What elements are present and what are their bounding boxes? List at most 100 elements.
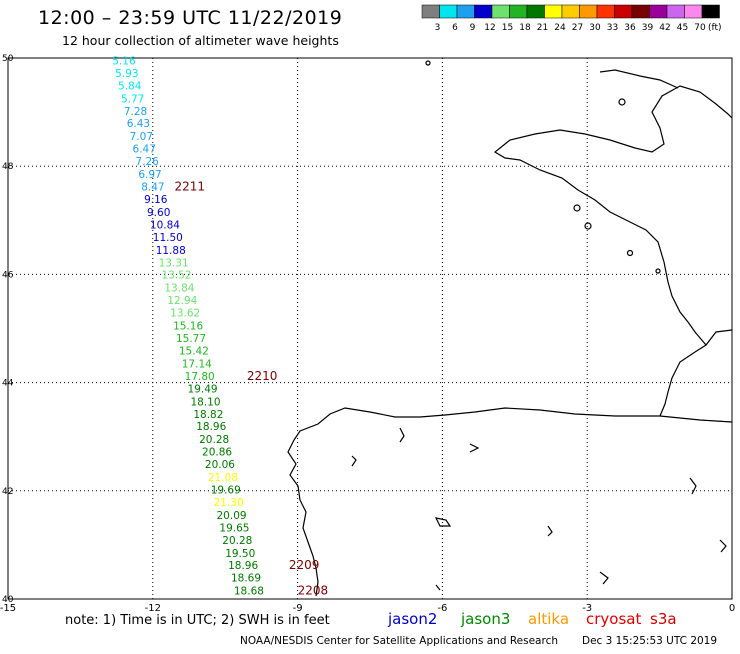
- island: [689, 477, 697, 495]
- swh-value: 13.52: [161, 270, 191, 282]
- timestamp-text: Dec 3 15:25:53 UTC 2019: [582, 635, 717, 647]
- scale-label: 42: [659, 23, 670, 33]
- swh-value: 18.68: [234, 586, 264, 598]
- credit-text: NOAA/NESDIS Center for Satellite Applica…: [240, 635, 558, 647]
- swh-value: 18.96: [228, 560, 258, 572]
- swh-value: 20.28: [222, 535, 252, 547]
- scale-unit: (ft): [708, 23, 722, 33]
- scale-label: 45: [677, 23, 688, 33]
- scale-label: 36: [624, 23, 636, 33]
- scale-label: 27: [572, 23, 583, 33]
- scale-label: 21: [537, 23, 548, 33]
- swh-value: 7.28: [124, 106, 147, 118]
- x-tick-label: 0: [729, 603, 735, 614]
- swh-value: 13.84: [164, 283, 194, 295]
- x-tick-label: -3: [582, 603, 592, 614]
- lat-lon-grid: [8, 58, 732, 599]
- scale-swatch: [631, 4, 650, 19]
- swh-value: 15.42: [179, 345, 209, 357]
- swh-value: 5.77: [121, 93, 144, 105]
- swh-value: 15.16: [173, 321, 203, 333]
- scale-swatch: [561, 4, 580, 19]
- swh-value: 11.50: [153, 232, 183, 244]
- y-tick-label: 44: [2, 379, 14, 389]
- swh-value: 18.82: [193, 409, 223, 421]
- swh-value: 5.93: [115, 68, 138, 80]
- map-subtitle: 12 hour collection of altimeter wave hei…: [62, 33, 339, 48]
- wave-height-observations: 5.165.935.845.777.286.437.076.477.266.97…: [112, 55, 264, 597]
- cornwall-coast: [599, 69, 679, 89]
- mission-altika: altika: [528, 610, 569, 628]
- color-scale-legend: 3 6 9 12 15 18 21 24 27 30 33 36 39 42 45 70 (ft): [421, 4, 722, 33]
- map-title: 12:00 – 23:59 UTC 11/22/2019: [38, 7, 342, 29]
- swh-value: 9.60: [147, 207, 170, 219]
- scale-swatch: [526, 4, 545, 19]
- swh-value: 10.84: [150, 219, 180, 231]
- footnote: note: 1) Time is in UTC; 2) SWH is in fe…: [65, 613, 330, 628]
- scale-swatch: [491, 4, 510, 19]
- y-tick-label: 40: [2, 595, 14, 605]
- island: [618, 98, 626, 106]
- pass-number: 2211: [175, 180, 206, 194]
- scale-swatch: [684, 4, 703, 19]
- swh-value: 8.47: [141, 182, 164, 194]
- france-west-coast: [493, 85, 733, 323]
- swh-value: 17.14: [182, 358, 212, 370]
- brittany-inner: [687, 321, 707, 346]
- island: [655, 268, 661, 274]
- scale-label: 9: [470, 23, 476, 33]
- scale-swatch: [649, 4, 668, 19]
- scale-label: 33: [607, 23, 618, 33]
- scale-label: 70: [694, 23, 706, 33]
- island: [719, 539, 727, 553]
- swh-value: 13.62: [170, 308, 200, 320]
- scale-swatch: [456, 4, 475, 19]
- mission-jason3: jason3: [460, 610, 510, 628]
- scale-swatch: [614, 4, 633, 19]
- france-biscay-coast: [659, 329, 733, 417]
- pass-number: 2209: [289, 558, 320, 572]
- mission-legend: jason2 jason3 altika cryosat s3a: [387, 610, 677, 628]
- mission-jason2: jason2: [387, 610, 437, 628]
- map-frame: [7, 57, 733, 600]
- swh-value: 5.84: [118, 80, 142, 92]
- island: [573, 204, 581, 212]
- swh-value: 17.80: [185, 371, 215, 383]
- island: [351, 455, 357, 467]
- scale-swatch: [701, 4, 720, 19]
- swh-value: 13.31: [159, 257, 189, 269]
- y-tick-label: 48: [2, 162, 14, 172]
- swh-value: 19.65: [219, 522, 249, 534]
- scale-swatch: [439, 4, 458, 19]
- mission-cryosat: cryosat: [586, 610, 641, 628]
- scale-swatch: [544, 4, 563, 19]
- x-tick-label: -6: [437, 603, 447, 614]
- scale-swatch: [509, 4, 528, 19]
- x-tick-label: -15: [0, 603, 16, 614]
- swh-value: 15.77: [176, 333, 206, 345]
- island: [425, 60, 431, 66]
- y-tick-label: 42: [2, 487, 13, 497]
- coastline: [287, 60, 733, 597]
- island: [399, 427, 405, 443]
- scale-label: 12: [484, 23, 495, 33]
- swh-value: 9.16: [144, 194, 168, 206]
- x-tick-label: -9: [293, 603, 303, 614]
- swh-value: 20.86: [202, 447, 232, 459]
- swh-value: 20.06: [205, 459, 235, 471]
- scale-label: 18: [519, 23, 531, 33]
- scale-swatch: [421, 4, 440, 19]
- swh-value: 19.69: [211, 485, 241, 497]
- x-tick-label: -12: [145, 603, 161, 614]
- swh-value: 18.10: [190, 396, 220, 408]
- island: [434, 517, 452, 527]
- pass-number: 2210: [247, 369, 278, 383]
- swh-value: 7.26: [135, 156, 159, 168]
- island: [435, 584, 441, 591]
- island: [626, 249, 634, 257]
- pass-number: 2208: [298, 584, 329, 598]
- island: [469, 443, 480, 453]
- swh-value: 7.07: [130, 131, 153, 143]
- scale-swatch: [666, 4, 685, 19]
- y-tick-label: 46: [2, 270, 14, 280]
